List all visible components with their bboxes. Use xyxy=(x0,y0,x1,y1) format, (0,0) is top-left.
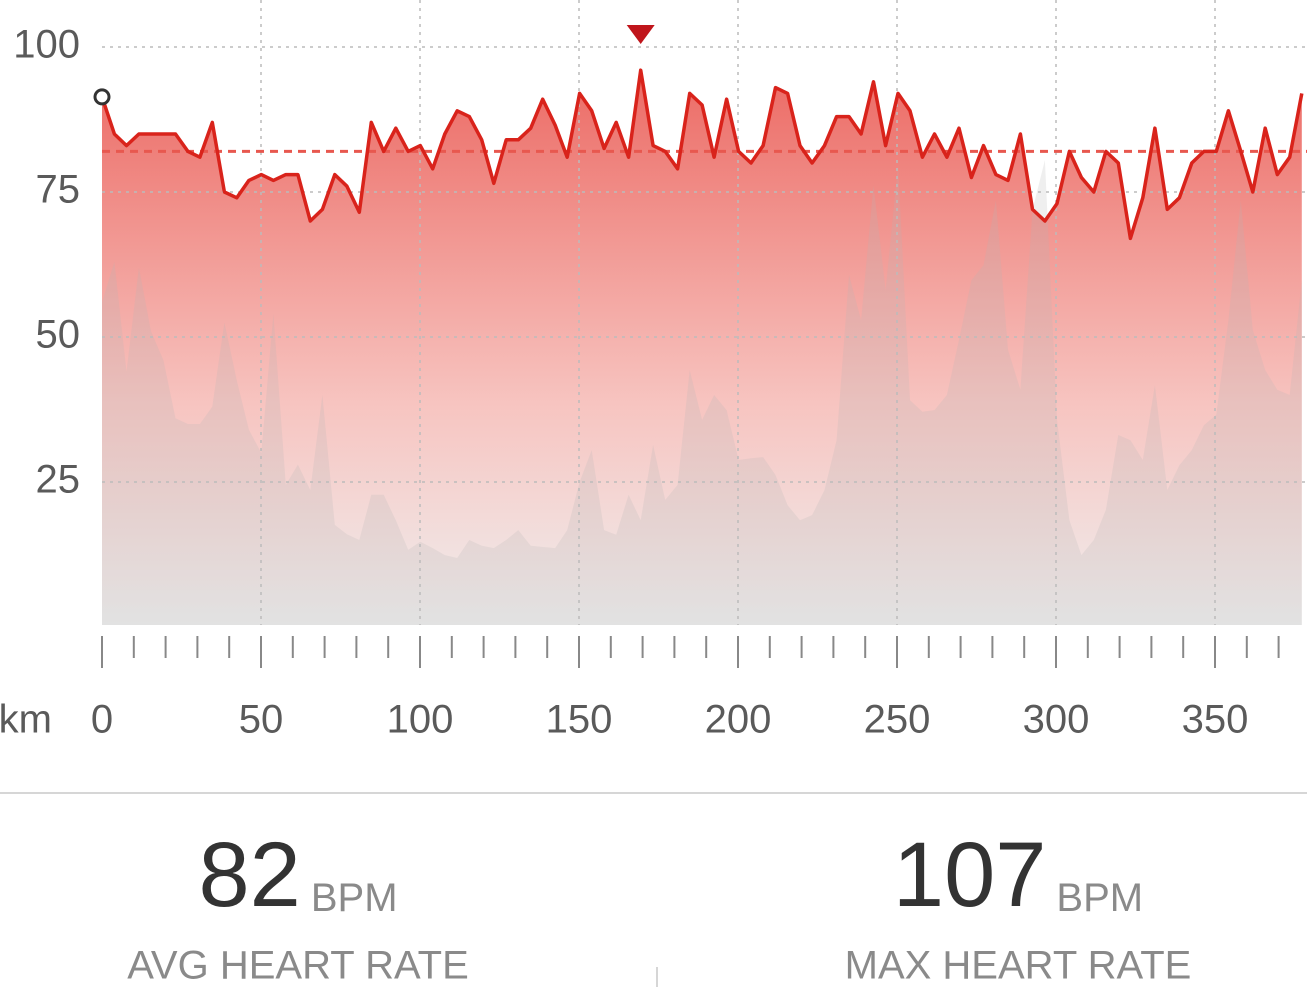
start-marker xyxy=(93,88,111,106)
x-tick-label: 250 xyxy=(864,698,931,742)
x-tick-label: 350 xyxy=(1182,698,1249,742)
stat-value: 107 xyxy=(893,824,1047,926)
max-marker xyxy=(626,25,655,44)
x-unit-label: km xyxy=(0,698,52,742)
stat-value-group: 82 BPM xyxy=(198,824,397,926)
x-tick-label: 150 xyxy=(546,698,613,742)
elevation-area xyxy=(102,160,1302,625)
stat-unit: BPM xyxy=(311,876,398,920)
x-tick-label: 50 xyxy=(239,698,284,742)
stat-label: AVG HEART RATE xyxy=(127,944,469,987)
x-tick-label: 100 xyxy=(387,698,454,742)
x-tick-label: 300 xyxy=(1023,698,1090,742)
heart-rate-area xyxy=(102,70,1302,625)
y-tick-label: 75 xyxy=(36,168,81,212)
y-tick-label: 25 xyxy=(36,458,81,502)
stat-unit: BPM xyxy=(1056,876,1143,920)
y-tick-label: 50 xyxy=(36,313,81,357)
heart-rate-line xyxy=(100,68,1304,241)
stat-value-group: 107 BPM xyxy=(893,824,1143,926)
stat-value: 82 xyxy=(198,824,300,926)
y-tick-label: 100 xyxy=(13,23,80,67)
x-tick-label: 0 xyxy=(91,698,113,742)
x-tick-label: 200 xyxy=(705,698,772,742)
stat-label: MAX HEART RATE xyxy=(845,944,1192,987)
